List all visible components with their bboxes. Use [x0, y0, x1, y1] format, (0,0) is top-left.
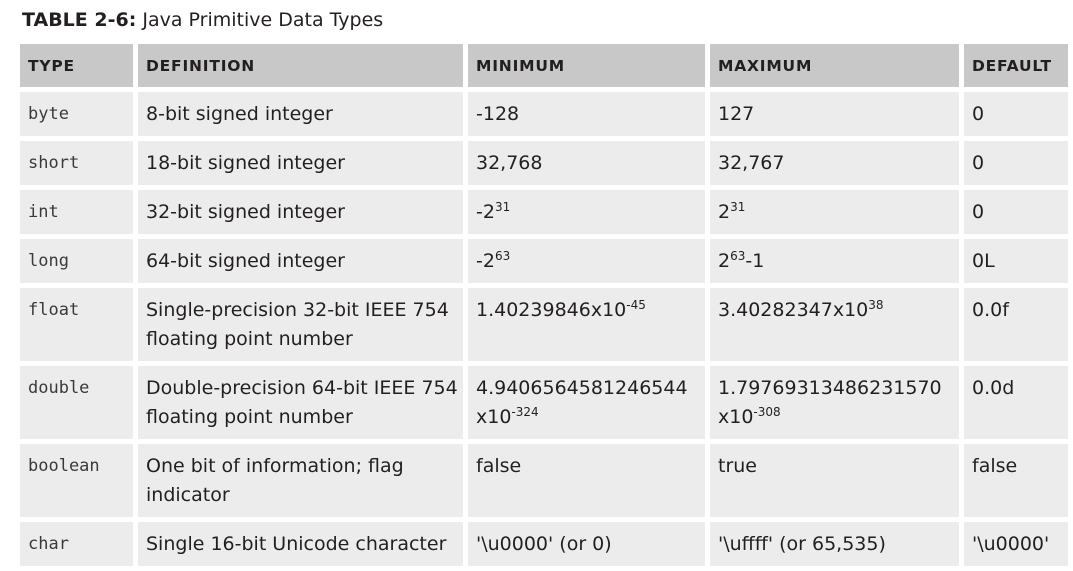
minimum-cell-base: 1.40239846x10: [476, 299, 627, 321]
maximum-cell-base: 1.79769313486231570: [718, 377, 942, 399]
default-cell: 0.0d: [964, 366, 1068, 439]
maximum-cell-exponent: 38: [868, 298, 884, 312]
primitive-types-table: TYPE DEFINITION MINIMUM MAXIMUM DEFAULT …: [15, 39, 1073, 571]
minimum-cell-base: '\u0000' (or 0): [476, 533, 612, 555]
minimum-cell-base: false: [476, 455, 522, 477]
maximum-cell-base: 3.40282347x10: [718, 299, 869, 321]
type-cell: int: [20, 190, 133, 234]
maximum-cell-exponent: -308: [753, 405, 781, 419]
maximum-cell-base: 2: [718, 201, 731, 223]
maximum-cell-exponent: 31: [730, 200, 746, 214]
definition-cell: One bit of information; flag indicator: [138, 444, 463, 517]
default-cell: 0L: [964, 239, 1068, 283]
minimum-cell-base: -2: [476, 201, 495, 223]
header-row: TYPE DEFINITION MINIMUM MAXIMUM DEFAULT: [20, 44, 1068, 87]
minimum-cell: -263: [468, 239, 705, 283]
minimum-cell-line2: x10: [476, 406, 512, 428]
maximum-cell-base: 2: [718, 250, 731, 272]
table-row: long 64-bit signed integer -263 263-1 0L: [20, 239, 1068, 283]
header-type: TYPE: [20, 44, 133, 87]
table-row: char Single 16-bit Unicode character '\u00…: [20, 522, 1068, 566]
type-cell: short: [20, 141, 133, 185]
minimum-cell-exponent: 63: [494, 249, 511, 263]
type-cell: double: [20, 366, 133, 439]
minimum-cell: 1.40239846x10-45: [468, 288, 705, 361]
minimum-cell: -128: [468, 92, 705, 136]
maximum-cell: 3.40282347x1038: [710, 288, 959, 361]
default-cell: 0: [964, 92, 1068, 136]
header-maximum: MAXIMUM: [710, 44, 959, 87]
minimum-cell: 4.9406564581246544 x10-324: [468, 366, 705, 439]
type-cell: char: [20, 522, 133, 566]
caption-title: Java Primitive Data Types: [142, 9, 384, 31]
maximum-cell: 231: [710, 190, 959, 234]
definition-cell: Single 16-bit Unicode character: [138, 522, 463, 566]
maximum-cell: 32,767: [710, 141, 959, 185]
minimum-cell: -231: [468, 190, 705, 234]
minimum-cell-base: -128: [476, 103, 520, 125]
header-definition: DEFINITION: [138, 44, 463, 87]
minimum-cell: false: [468, 444, 705, 517]
definition-cell: Double-precision 64-bit IEEE 754 floatin…: [138, 366, 463, 439]
minimum-cell-exponent: -324: [511, 405, 539, 419]
minimum-cell: 32,768: [468, 141, 705, 185]
type-cell: byte: [20, 92, 133, 136]
table-row: boolean One bit of information; flag indi…: [20, 444, 1068, 517]
minimum-cell-base: 32,768: [476, 152, 543, 174]
table-row: short 18-bit signed integer 32,768 32,767 0: [20, 141, 1068, 185]
table-body: byte 8-bit signed integer -128 127 0 short 18-…: [20, 92, 1068, 566]
default-cell: 0: [964, 190, 1068, 234]
table-row: double Double-precision 64-bit IEEE 754 f…: [20, 366, 1068, 439]
minimum-cell: '\u0000' (or 0): [468, 522, 705, 566]
caption-label: TABLE 2-6:: [22, 9, 137, 31]
maximum-cell-base: 127: [718, 103, 755, 125]
definition-cell: 64-bit signed integer: [138, 239, 463, 283]
default-cell: false: [964, 444, 1068, 517]
maximum-cell: 127: [710, 92, 959, 136]
maximum-cell: 1.79769313486231570 x10-308: [710, 366, 959, 439]
definition-cell: 32-bit signed integer: [138, 190, 463, 234]
header-default: DEFAULT: [964, 44, 1068, 87]
maximum-cell-base: '\uffff' (or 65,535): [718, 533, 886, 555]
type-cell: long: [20, 239, 133, 283]
maximum-cell-base: 32,767: [718, 152, 785, 174]
definition-cell: Single-precision 32-bit IEEE 754 floatin…: [138, 288, 463, 361]
default-cell: 0.0f: [964, 288, 1068, 361]
type-cell: float: [20, 288, 133, 361]
minimum-cell-exponent: 31: [494, 200, 511, 214]
table-row: int 32-bit signed integer -231 231 0: [20, 190, 1068, 234]
table-caption: TABLE 2-6: Java Primitive Data Types: [22, 8, 383, 32]
minimum-cell-base: -2: [476, 250, 495, 272]
header-minimum: MINIMUM: [468, 44, 705, 87]
default-cell: 0: [964, 141, 1068, 185]
definition-cell: 18-bit signed integer: [138, 141, 463, 185]
maximum-cell-base: true: [718, 455, 757, 477]
table-row: byte 8-bit signed integer -128 127 0: [20, 92, 1068, 136]
type-cell: boolean: [20, 444, 133, 517]
maximum-cell: 263-1: [710, 239, 959, 283]
maximum-cell-exponent: 63: [730, 249, 746, 263]
maximum-cell-tail: -1: [745, 250, 765, 272]
default-cell: '\u0000': [964, 522, 1068, 566]
maximum-cell-line2: x10: [718, 406, 754, 428]
maximum-cell: '\uffff' (or 65,535): [710, 522, 959, 566]
definition-cell: 8-bit signed integer: [138, 92, 463, 136]
maximum-cell: true: [710, 444, 959, 517]
table-row: float Single-precision 32-bit IEEE 754 fl…: [20, 288, 1068, 361]
minimum-cell-exponent: -45: [626, 298, 646, 312]
minimum-cell-base: 4.9406564581246544: [476, 377, 688, 399]
